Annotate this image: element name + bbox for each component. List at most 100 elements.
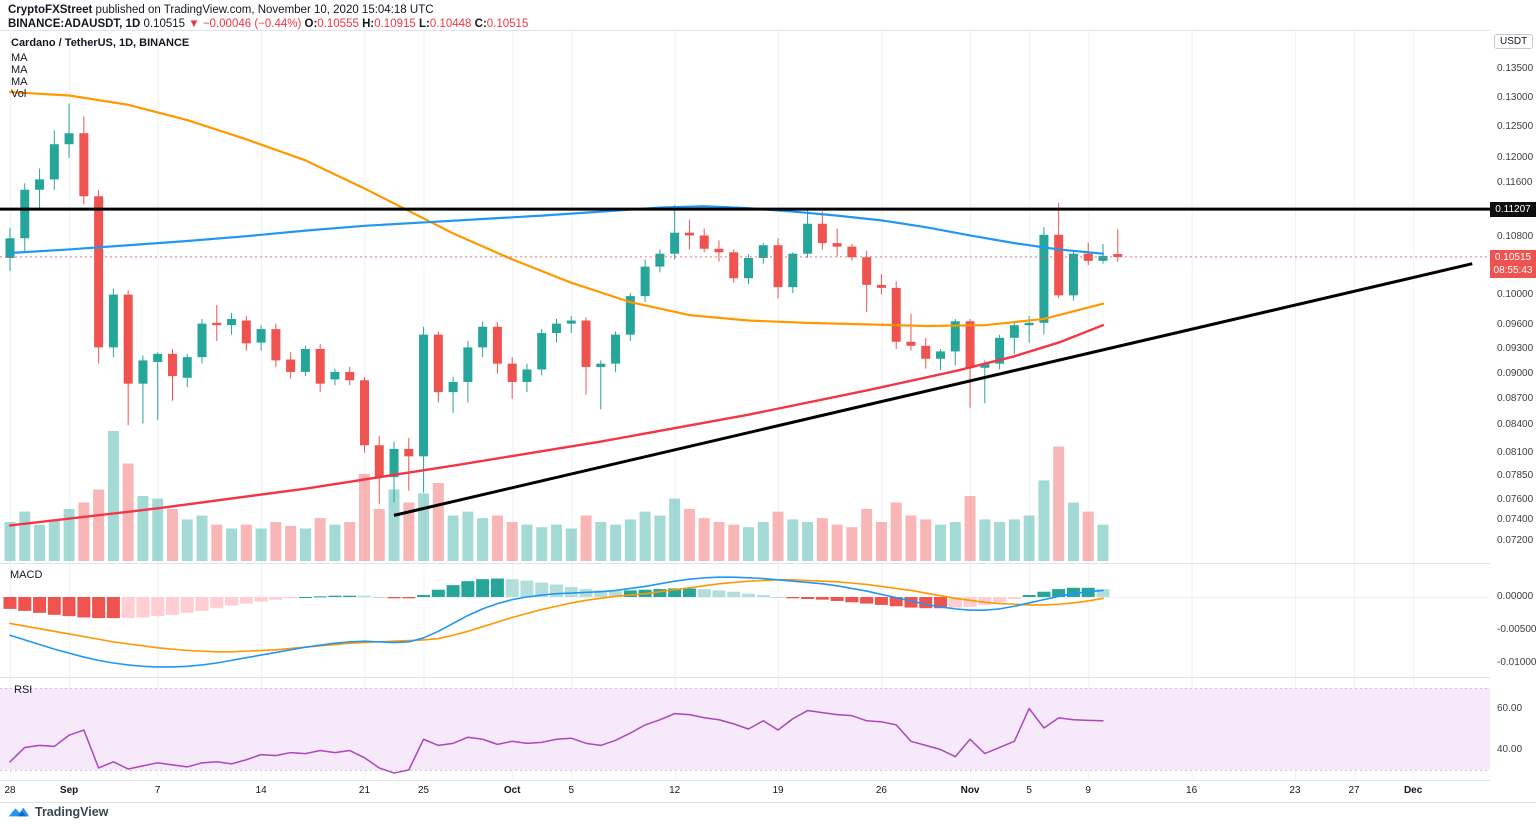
volume-bar — [388, 489, 400, 561]
candle-body — [670, 232, 680, 254]
legend-ma-1[interactable]: MA — [11, 51, 28, 64]
ohlc-open-value: 0.10555 — [317, 18, 359, 30]
candle-body — [478, 326, 488, 348]
macd-histogram-bar — [180, 597, 194, 613]
volume-bar — [1053, 446, 1065, 561]
rsi-line — [9, 707, 1104, 774]
volume-bar — [757, 522, 769, 561]
macd-histogram-bar — [269, 597, 283, 600]
price-tick: 0.07200 — [1497, 534, 1534, 546]
ohlc-high-value: 0.10915 — [374, 18, 416, 30]
legend-symbol-title[interactable]: Cardano / TetherUS, 1D, BINANCE — [11, 37, 190, 49]
candle-body — [1009, 325, 1019, 338]
volume-bar — [1023, 515, 1035, 561]
volume-bar — [63, 509, 75, 561]
time-tick: 12 — [669, 785, 681, 796]
macd-histogram-bar — [993, 597, 1007, 603]
volume-bar — [1097, 524, 1109, 561]
macd-histogram-bar — [284, 597, 298, 599]
countdown-badge: 08:55:43 — [1490, 263, 1536, 279]
candle-body — [463, 347, 473, 382]
volume-bar — [447, 515, 459, 561]
candle-body — [448, 381, 458, 393]
macd-histogram-bar — [62, 597, 76, 617]
price-tick: 0.09000 — [1497, 367, 1534, 379]
macd-histogram-bar — [594, 590, 608, 597]
time-axis[interactable]: 28 Sep 7 14 21 25 Oct 5 12 19 26 Nov 5 9 16 23 27 Dec — [0, 780, 1490, 802]
candle-body — [537, 333, 547, 370]
time-tick: Sep — [59, 785, 79, 796]
candle-body — [921, 345, 931, 359]
macd-histogram-bar — [402, 597, 416, 599]
legend-ma-3[interactable]: MA — [11, 75, 28, 88]
currency-toggle-button[interactable]: USDT — [1494, 34, 1534, 49]
macd-histogram-bar — [934, 597, 948, 609]
volume-bar — [521, 524, 533, 561]
volume-bar — [1082, 511, 1094, 561]
volume-bar — [329, 524, 341, 561]
candle-body — [714, 248, 724, 253]
candle-body — [300, 349, 310, 372]
rsi-tick: 40.00 — [1497, 743, 1523, 755]
candle-body — [212, 322, 222, 326]
volume-bar — [107, 431, 119, 561]
candle-body — [241, 320, 251, 344]
macd-histogram-bar — [889, 597, 903, 607]
candle-body — [684, 232, 694, 236]
legend-ma-2[interactable]: MA — [11, 63, 28, 76]
macd-histogram-bar — [860, 597, 874, 604]
time-tick: 16 — [1186, 785, 1198, 796]
price-tick: 0.11600 — [1497, 177, 1533, 189]
volume-bar — [255, 528, 267, 561]
price-axis[interactable]: USDT 0.11207 0.10515 08:55:43 0.13500 0.1… — [1490, 30, 1536, 802]
tradingview-logo[interactable]: TradingView — [8, 805, 108, 819]
ohlc-close-label: C: — [474, 18, 487, 30]
macd-pane-label[interactable]: MACD — [10, 569, 43, 581]
byline-rest: published on TradingView.com, November 1… — [92, 4, 434, 16]
time-tick: Nov — [960, 785, 980, 796]
candle-body — [1083, 253, 1093, 261]
resistance-price-badge: 0.11207 — [1490, 202, 1536, 218]
macd-tick: -0.01000 — [1497, 657, 1536, 668]
candle-body — [699, 235, 709, 249]
volume-bar — [166, 509, 178, 561]
volume-bar — [418, 493, 430, 561]
volume-bar — [550, 524, 562, 561]
time-tick: Dec — [1403, 785, 1423, 796]
rsi-pane-label[interactable]: RSI — [14, 684, 33, 696]
macd-histogram-bar — [564, 587, 578, 597]
macd-histogram-bar — [239, 597, 253, 604]
price-tick: 0.10800 — [1497, 230, 1534, 242]
time-tick: 9 — [1085, 785, 1091, 796]
volume-bar — [152, 498, 164, 561]
candle-body — [1039, 234, 1049, 323]
macd-histogram-bar — [343, 595, 357, 597]
candle-body — [1068, 253, 1078, 296]
candle-body — [936, 351, 946, 359]
byline-author: CryptoFXStreet — [8, 4, 93, 16]
candle-body — [980, 363, 990, 368]
macd-histogram-bar — [446, 585, 460, 597]
volume-bar — [270, 522, 282, 561]
candle-body — [817, 223, 827, 244]
candle-body — [123, 294, 133, 384]
volume-bar — [19, 511, 31, 561]
candle-body — [492, 326, 502, 364]
candle-body — [1113, 254, 1123, 257]
volume-bar — [595, 522, 607, 561]
macd-histogram-bar — [904, 597, 918, 608]
legend-volume[interactable]: Vol — [11, 87, 27, 100]
candle-body — [655, 253, 665, 267]
time-tick: 14 — [255, 785, 267, 796]
volume-bar — [299, 528, 311, 561]
candle-body — [832, 243, 842, 247]
macd-histogram-bar — [668, 588, 682, 597]
macd-histogram-bar — [1007, 597, 1021, 599]
macd-histogram-bar — [771, 597, 785, 598]
candle-body — [788, 253, 798, 288]
macd-histogram-bar — [195, 597, 209, 611]
chart-header: CryptoFXStreet published on TradingView.… — [8, 3, 528, 31]
macd-histogram-bar — [298, 597, 312, 598]
